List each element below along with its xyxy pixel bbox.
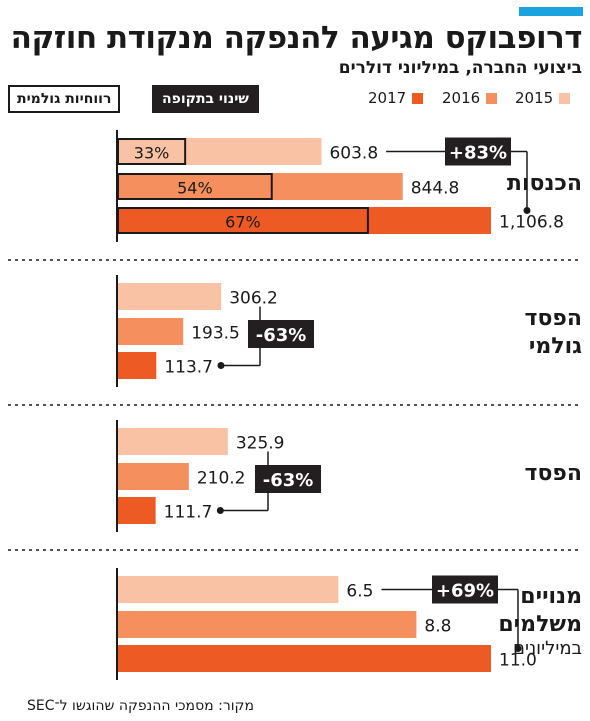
group-label-revenue: הכנסות	[506, 171, 582, 196]
value-label: 6.5	[346, 582, 373, 602]
legend-item-2016: 2016	[442, 89, 498, 107]
margin-box	[117, 138, 187, 165]
legend-item-2015: 2015	[515, 89, 571, 107]
change-dot	[514, 645, 522, 652]
accent-bar	[519, 7, 583, 16]
gross-margin-badge: רווחיות גולמית	[8, 85, 121, 113]
value-label: 193.5	[191, 324, 240, 344]
bar	[118, 645, 491, 672]
legend-swatch-2017	[412, 93, 424, 104]
bar	[118, 428, 228, 455]
value-label: 844.8	[411, 179, 460, 199]
bar	[118, 497, 156, 524]
bar	[118, 576, 339, 603]
value-label: 113.7	[164, 358, 213, 378]
margin-label: 54%	[177, 179, 213, 198]
legend-swatch-2015	[559, 93, 571, 104]
margin-label: 33%	[134, 144, 170, 163]
value-label: 325.9	[236, 434, 285, 454]
bar	[118, 611, 417, 638]
change-badge	[432, 575, 498, 604]
value-label: 603.8	[329, 144, 378, 164]
change-badge	[248, 320, 314, 348]
change-label: +83%	[449, 143, 507, 164]
value-label: 8.8	[424, 617, 451, 637]
bar	[118, 463, 189, 490]
value-label: 11.0	[499, 651, 537, 671]
legend-label-2015: 2015	[515, 89, 554, 107]
change-badge	[255, 465, 321, 493]
period-change-badge: שינוי בתקופה	[152, 85, 259, 113]
legend-item-2017: 2017	[368, 89, 424, 107]
chart-subtitle: ביצועי החברה, במיליוני דולרים	[338, 58, 582, 78]
source-note: מקור: מסמכי ההנפקה שהוגשו ל־SEC	[27, 698, 254, 714]
value-label: 111.7	[164, 503, 213, 523]
chart-title: דרופבוקס מגיעה להנפקה מנקודת חוזקה	[10, 20, 583, 56]
group-label-subscribers-text: מנויים משלמים	[498, 584, 582, 637]
margin-box	[117, 207, 369, 234]
legend-label-2017: 2017	[368, 89, 407, 107]
bar	[118, 318, 184, 345]
value-label: 306.2	[229, 289, 278, 309]
change-dot	[216, 507, 224, 514]
change-label: -63%	[263, 470, 314, 491]
group-label-subscribers: מנויים משלמים במיליונים	[492, 583, 582, 661]
bar	[118, 173, 403, 200]
bar	[118, 352, 157, 379]
legend-swatch-2016	[486, 93, 498, 104]
group-sublabel-subscribers: במיליונים	[513, 638, 582, 659]
bar	[118, 207, 491, 234]
change-dot	[523, 207, 531, 214]
bar	[118, 138, 322, 165]
margin-box	[117, 173, 273, 200]
margin-label: 67%	[225, 213, 261, 232]
change-label: -63%	[256, 325, 307, 346]
value-label: 1,106.8	[499, 213, 564, 233]
group-label-gross-loss: הפסד גולמי	[524, 306, 582, 359]
value-label: 210.2	[197, 469, 246, 489]
legend-label-2016: 2016	[442, 89, 481, 107]
change-badge	[445, 137, 511, 166]
group-label-loss: הפסד	[524, 461, 582, 486]
bar	[118, 283, 222, 310]
change-label: +69%	[436, 581, 494, 602]
change-dot	[217, 362, 225, 369]
